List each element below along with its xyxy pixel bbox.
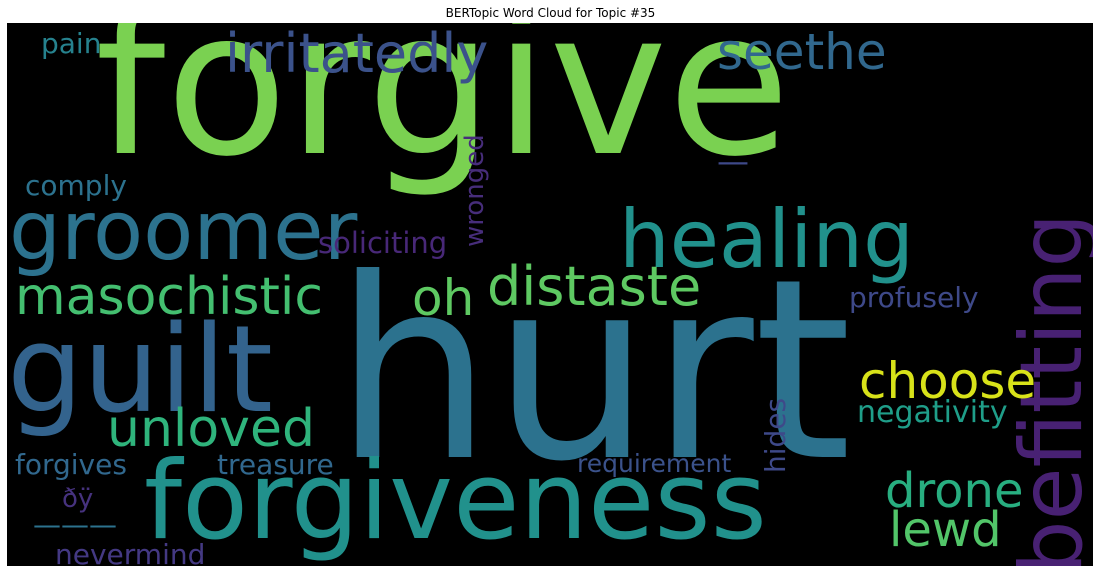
word-choose: choose [859, 352, 1037, 410]
word-unloved: unloved [107, 399, 315, 459]
word-dash-2: ——— [33, 508, 117, 541]
word-treasure: treasure [217, 448, 334, 481]
word-drone: drone [885, 463, 1024, 519]
word-distaste: distaste [487, 255, 702, 318]
word-soliciting: soliciting [318, 226, 448, 260]
word-requirement: requirement [577, 449, 732, 478]
word-pain: pain [41, 27, 102, 60]
word-comply: comply [25, 169, 127, 202]
word-guilt: guilt [7, 301, 273, 440]
word-hides: hides [759, 397, 792, 473]
word-mojibake: ðÿ [62, 484, 94, 514]
word-nevermind: nevermind [55, 538, 206, 567]
word-wronged: wronged [460, 134, 490, 247]
word-forgives: forgives [15, 448, 127, 481]
word-oh: oh [412, 269, 475, 327]
word-masochistic: masochistic [15, 267, 323, 327]
word-groomer: groomer [9, 184, 358, 279]
word-forgiveness: forgiveness [144, 439, 767, 564]
word-dash-1: — [717, 142, 749, 180]
word-hurt: hurt [334, 225, 852, 516]
word-healing: healing [619, 193, 914, 286]
word-seethe: seethe [717, 23, 887, 81]
word-cloud: forgive hurt forgiveness guilt groomer h… [7, 23, 1093, 566]
word-forgive: forgive [95, 23, 791, 201]
word-negativity: negativity [857, 395, 1008, 430]
word-profusely: profusely [849, 281, 979, 314]
word-irritatedly: irritatedly [225, 23, 489, 85]
word-lewd: lewd [889, 502, 1002, 558]
chart-title: BERTopic Word Cloud for Topic #35 [445, 6, 656, 20]
